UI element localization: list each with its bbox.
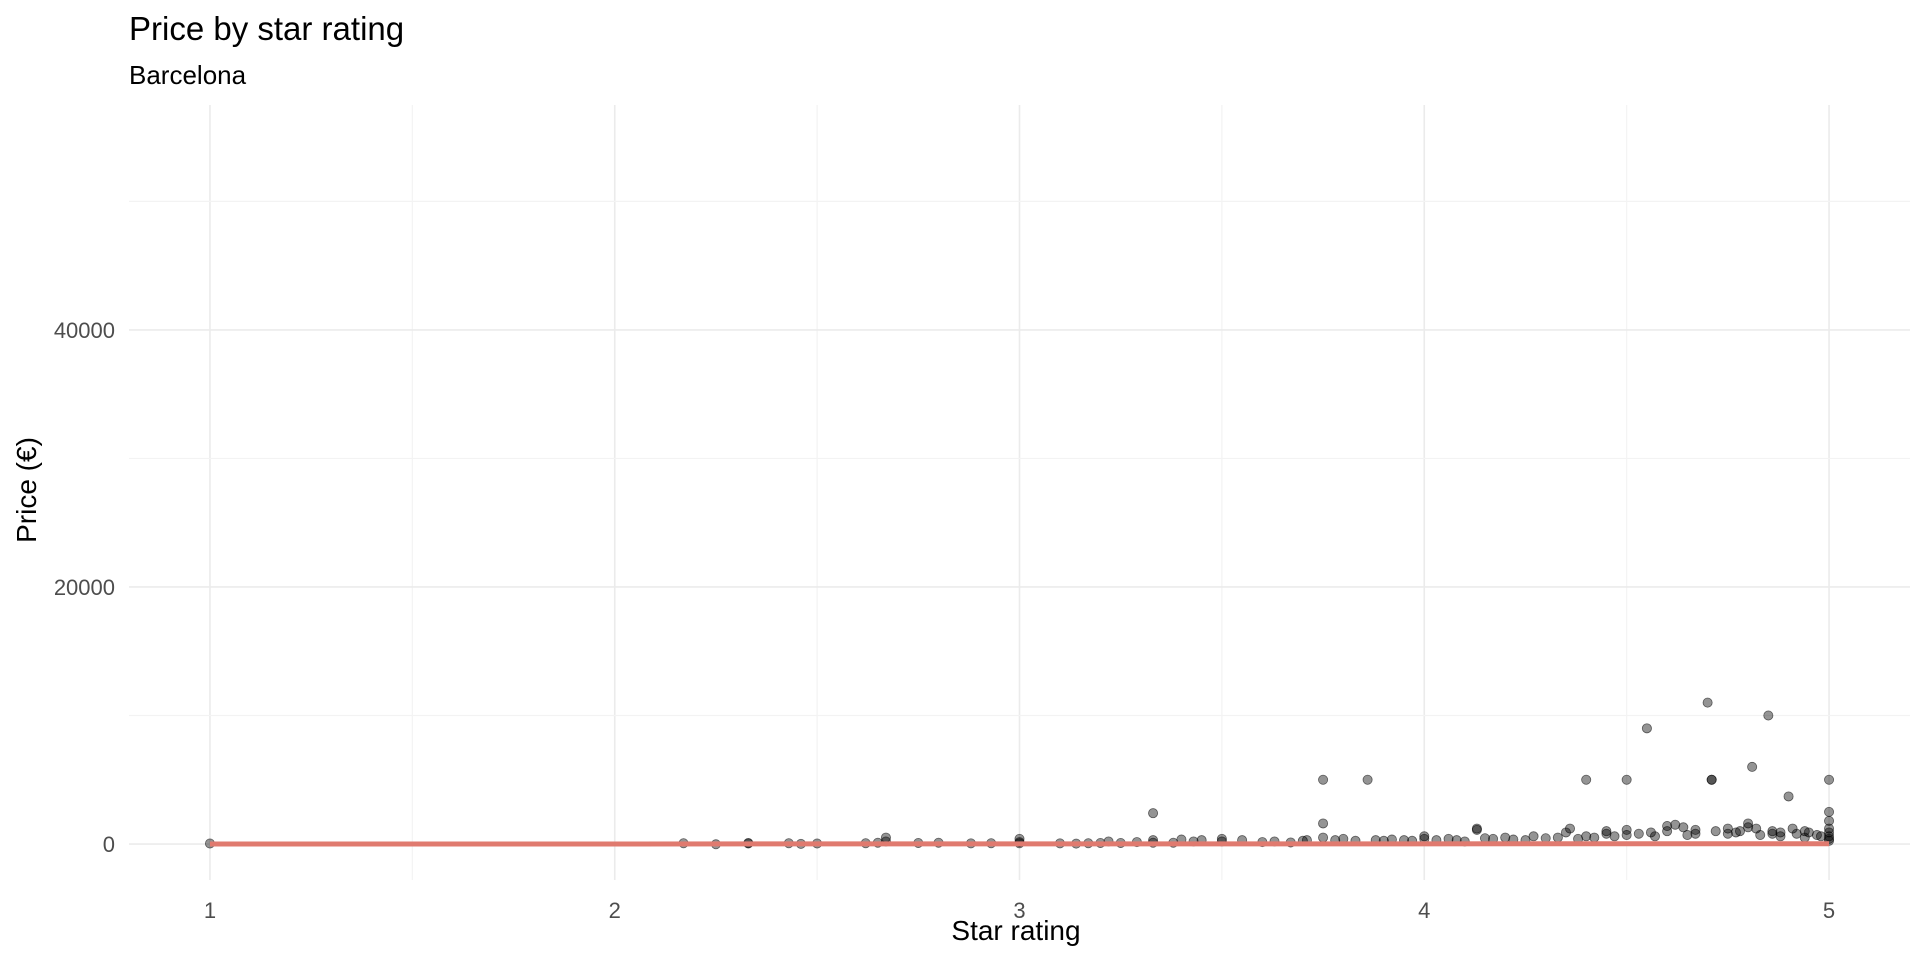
data-point: [1787, 823, 1798, 834]
data-point: [1702, 697, 1713, 708]
data-point: [1763, 710, 1774, 721]
data-point: [1419, 831, 1430, 842]
data-point: [1767, 826, 1778, 837]
data-point: [1564, 823, 1575, 834]
data-point: [1528, 831, 1539, 842]
data-point: [1581, 831, 1592, 842]
data-point: [1706, 774, 1717, 785]
chart-title: Price by star rating: [129, 10, 404, 47]
data-point: [1621, 830, 1632, 841]
data-point: [1318, 774, 1329, 785]
data-point: [1641, 723, 1652, 734]
data-point: [1649, 831, 1660, 842]
data-point: [1601, 826, 1612, 837]
data-point: [1710, 826, 1721, 837]
data-point: [1633, 828, 1644, 839]
data-point: [1500, 832, 1511, 843]
data-point: [1318, 832, 1329, 843]
data-point: [1824, 815, 1835, 826]
data-point: [1775, 831, 1786, 842]
x-tick-label: 3: [1013, 898, 1025, 923]
data-point: [1552, 832, 1563, 843]
data-point: [1734, 826, 1745, 837]
data-point: [1589, 832, 1600, 843]
data-point: [1581, 774, 1592, 785]
data-point: [1148, 808, 1159, 819]
data-point: [1747, 761, 1758, 772]
x-axis-title: Star rating: [951, 915, 1080, 946]
data-point: [1690, 828, 1701, 839]
data-point: [1755, 830, 1766, 841]
data-point: [1690, 824, 1701, 835]
data-point: [1471, 824, 1482, 835]
data-point: [1318, 818, 1329, 829]
y-axis-title: Price (€): [11, 437, 42, 543]
data-point: [1560, 827, 1571, 838]
data-point: [1783, 791, 1794, 802]
data-point: [1824, 806, 1835, 817]
x-tick-label: 2: [609, 898, 621, 923]
y-tick-label: 0: [103, 832, 115, 857]
x-tick-label: 1: [204, 898, 216, 923]
data-point: [1662, 826, 1673, 837]
data-point: [1775, 827, 1786, 838]
data-point: [1609, 831, 1620, 842]
grid-lines: [129, 105, 1910, 880]
y-axis-ticks: 0 20000 40000: [54, 318, 115, 857]
chart-subtitle: Barcelona: [129, 60, 247, 90]
x-axis-ticks: 1 2 3 4 5: [204, 898, 1835, 923]
data-point: [1682, 830, 1693, 841]
x-tick-label: 5: [1823, 898, 1835, 923]
data-point: [1743, 822, 1754, 833]
data-point: [1722, 828, 1733, 839]
data-point: [1621, 774, 1632, 785]
y-tick-label: 40000: [54, 318, 115, 343]
data-point: [1743, 818, 1754, 829]
data-point: [1824, 823, 1835, 834]
data-point: [1678, 822, 1689, 833]
data-point: [1824, 774, 1835, 785]
data-point: [1645, 827, 1656, 838]
data-point: [1662, 821, 1673, 832]
y-tick-label: 20000: [54, 575, 115, 600]
x-tick-label: 4: [1418, 898, 1430, 923]
data-point: [1722, 823, 1733, 834]
data-point: [1362, 774, 1373, 785]
data-point: [1621, 824, 1632, 835]
